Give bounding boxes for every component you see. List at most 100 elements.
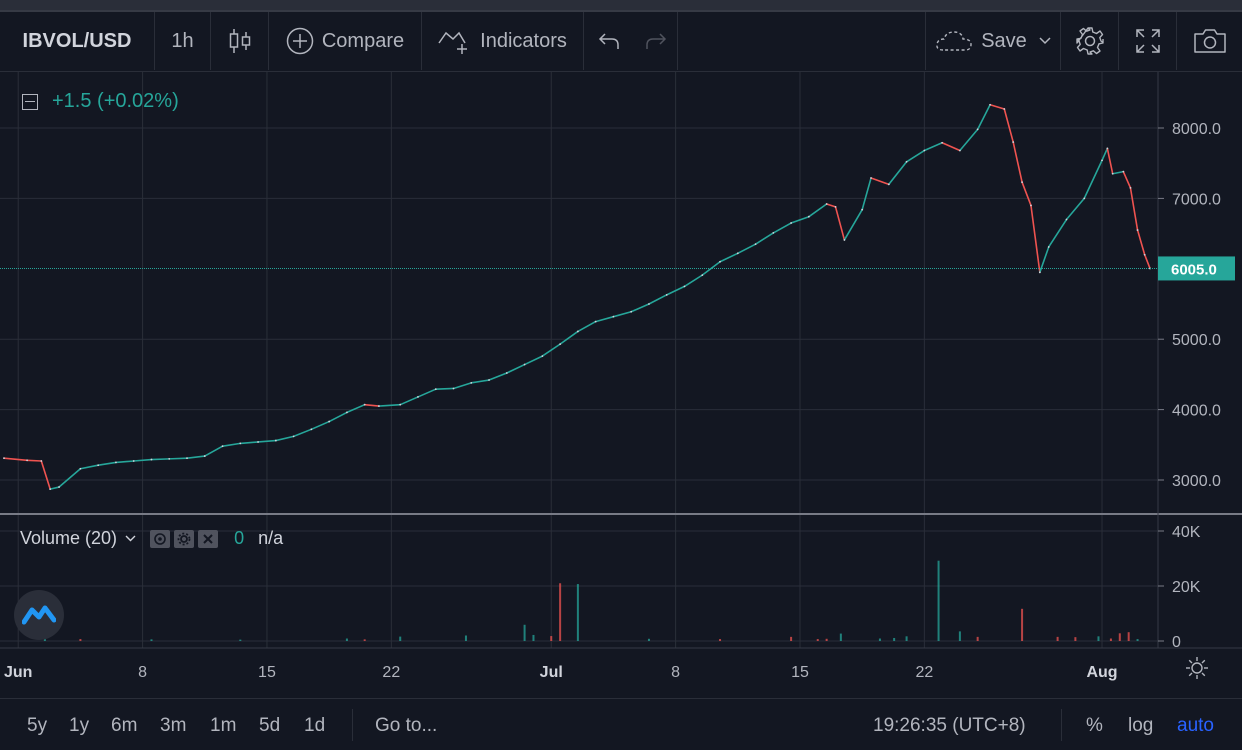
price-segment — [1039, 246, 1050, 274]
price-point — [132, 460, 135, 462]
price-segment — [186, 455, 206, 459]
settings-button[interactable] — [1061, 12, 1119, 70]
save-button[interactable]: Save — [925, 12, 1061, 70]
redo-button[interactable] — [634, 12, 678, 70]
price-segment — [506, 363, 526, 374]
chart-svg[interactable]: 6005.0 8000.0 7000.0 5000.0 4000.0 3000.0 40… — [0, 72, 1242, 688]
volume-axis[interactable]: 40K 20K 0 — [1158, 524, 1201, 651]
camera-icon — [1193, 29, 1226, 53]
price-segment — [754, 232, 775, 245]
compare-button[interactable]: Compare — [269, 12, 422, 70]
x-tick-label: 8 — [138, 664, 147, 681]
time-axis[interactable]: Jun 8 15 22 Jul 8 15 22 Aug — [4, 664, 1118, 681]
log-toggle[interactable]: log — [1128, 715, 1154, 736]
percent-toggle[interactable]: % — [1086, 715, 1103, 736]
price-segment — [150, 458, 171, 461]
price-point — [719, 260, 721, 263]
close-icon[interactable] — [198, 529, 219, 548]
price-segment — [257, 439, 277, 443]
price-segment — [79, 464, 99, 470]
price-segment — [648, 294, 668, 305]
volume-bars — [43, 560, 1139, 641]
volume-bar — [550, 636, 553, 641]
chevron-down-icon[interactable] — [125, 535, 136, 542]
price-point — [834, 205, 837, 208]
price-point — [648, 303, 650, 305]
price-segment — [1129, 187, 1139, 231]
cloud-icon — [935, 29, 973, 53]
collapse-icon[interactable] — [22, 93, 38, 110]
price-point — [1047, 246, 1050, 248]
price-segment — [346, 403, 366, 414]
price-point — [58, 486, 60, 488]
gear-icon[interactable] — [174, 529, 195, 548]
redo-icon — [645, 33, 666, 49]
range-3m[interactable]: 3m — [160, 715, 187, 736]
fullscreen-button[interactable] — [1119, 12, 1177, 70]
price-point — [1021, 181, 1023, 184]
undo-icon — [598, 33, 619, 49]
price-segment — [1111, 170, 1125, 175]
chart-area[interactable]: 6005.0 8000.0 7000.0 5000.0 4000.0 3000.0 40… — [0, 72, 1242, 688]
range-6m[interactable]: 6m — [111, 715, 138, 736]
price-segment — [417, 388, 437, 398]
price-segment — [577, 320, 597, 333]
interval-button[interactable]: 1h — [155, 12, 211, 70]
price-point — [772, 231, 775, 234]
undo-button[interactable] — [584, 12, 634, 70]
price-point — [541, 355, 544, 357]
chart-type-button[interactable] — [211, 12, 269, 70]
compare-label: Compare — [321, 29, 405, 52]
price-point — [310, 428, 313, 431]
price-segment — [1030, 204, 1041, 274]
volume-bar — [958, 631, 961, 641]
range-1d[interactable]: 1d — [304, 715, 326, 736]
price-point — [1101, 159, 1103, 162]
price-segment — [683, 274, 704, 288]
price-segment — [870, 177, 890, 186]
snapshot-button[interactable] — [1177, 12, 1242, 70]
time-axis-settings-icon[interactable] — [1186, 657, 1208, 679]
price-point — [97, 464, 100, 467]
divider — [352, 709, 353, 741]
price-segment — [488, 372, 508, 381]
symbol-button[interactable]: IBVOL/USD — [0, 12, 155, 70]
indicators-button[interactable]: Indicators — [422, 12, 584, 70]
price-axis[interactable]: 8000.0 7000.0 5000.0 4000.0 3000.0 — [1158, 121, 1221, 490]
volume-title[interactable]: Volume (20) — [20, 528, 118, 548]
volume-bar — [976, 636, 979, 641]
price-point — [1122, 170, 1125, 173]
price-point — [274, 439, 277, 442]
volume-bar — [150, 639, 153, 641]
goto-button[interactable]: Go to... — [375, 715, 438, 736]
price-segment — [3, 457, 28, 462]
eye-icon[interactable] — [150, 529, 171, 548]
price-segment — [612, 310, 632, 318]
range-5d[interactable]: 5d — [259, 715, 281, 736]
volume-bar — [893, 637, 896, 641]
price-point — [941, 141, 944, 144]
price-point — [1083, 197, 1086, 200]
y-tick-label: 8000.0 — [1172, 121, 1221, 138]
price-segment — [888, 160, 908, 186]
price-segment — [941, 141, 961, 152]
price-segment — [132, 458, 153, 462]
price-point — [665, 293, 668, 296]
price-change: +1.5 (+0.02%) — [52, 90, 179, 112]
price-point — [3, 457, 5, 460]
price-segment — [310, 420, 330, 431]
volume-bar — [816, 639, 819, 641]
range-1y[interactable]: 1y — [69, 715, 90, 736]
price-segment — [905, 149, 926, 163]
price-segment — [843, 208, 863, 241]
price-segment — [541, 343, 561, 357]
tradingview-logo[interactable] — [14, 590, 64, 640]
auto-toggle[interactable]: auto — [1177, 715, 1214, 736]
price-point — [346, 411, 348, 414]
clock[interactable]: 19:26:35 (UTC+8) — [873, 715, 1026, 736]
price-segment — [328, 411, 348, 423]
range-5y[interactable]: 5y — [27, 715, 48, 736]
price-segment — [825, 203, 837, 208]
range-1m[interactable]: 1m — [210, 715, 237, 736]
volume-bar — [790, 636, 793, 641]
